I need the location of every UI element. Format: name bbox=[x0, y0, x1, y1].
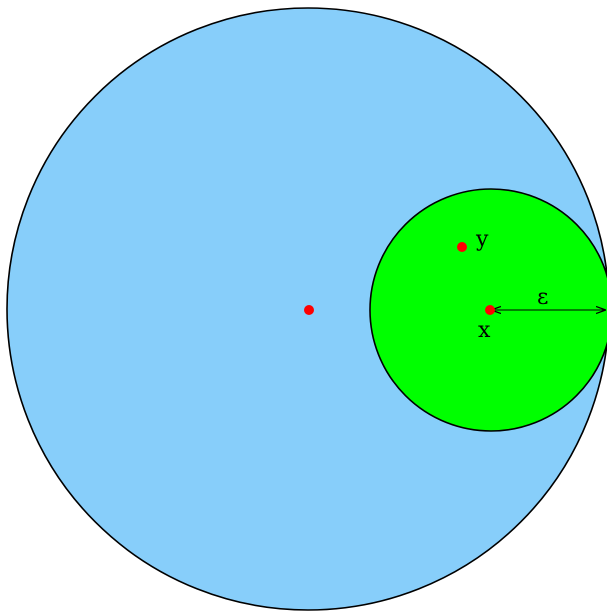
outer-center-point bbox=[304, 305, 314, 315]
point-y bbox=[457, 242, 467, 252]
label-x: x bbox=[478, 318, 491, 343]
label-y: y bbox=[475, 227, 489, 252]
point-x bbox=[485, 305, 495, 315]
label-epsilon: ε bbox=[537, 285, 548, 310]
